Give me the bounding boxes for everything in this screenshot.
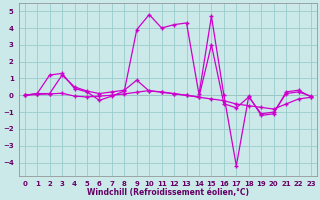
X-axis label: Windchill (Refroidissement éolien,°C): Windchill (Refroidissement éolien,°C) <box>87 188 249 197</box>
